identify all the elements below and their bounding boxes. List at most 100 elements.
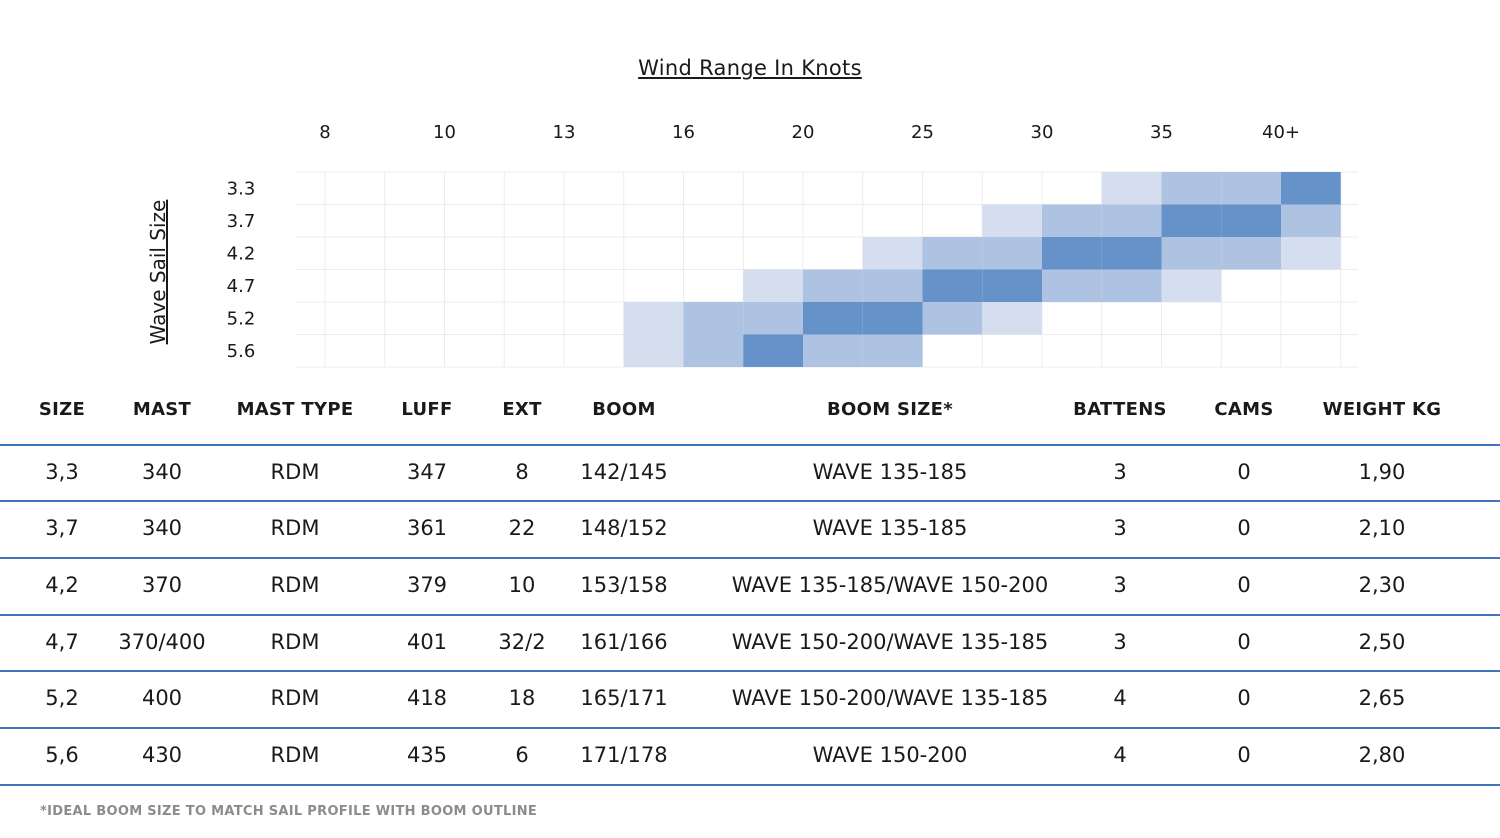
table-cell: 3 xyxy=(1113,630,1127,654)
x-tick-label: 25 xyxy=(911,122,934,143)
column-header: BOOM SIZE* xyxy=(827,399,953,420)
heatmap-cell-optimal xyxy=(982,269,1042,302)
column-header: BATTENS xyxy=(1073,399,1167,420)
column-header: SIZE xyxy=(38,399,86,420)
table-cell: 3 xyxy=(1113,516,1127,540)
table-cell: 4,7 xyxy=(45,630,79,654)
column-header: MAST xyxy=(132,399,192,420)
table-cell: 0 xyxy=(1237,630,1251,654)
table-cell: 2,50 xyxy=(1358,630,1406,654)
x-tick-label: 30 xyxy=(1031,122,1054,143)
table-cell: 435 xyxy=(406,743,448,767)
heatmap-cell-optimal xyxy=(803,302,863,335)
y-tick-label: 5.2 xyxy=(227,308,256,329)
table-cell: 4 xyxy=(1113,743,1127,767)
column-header: EXT xyxy=(502,399,542,420)
table-cell: 5,2 xyxy=(45,686,79,710)
x-tick-label: 13 xyxy=(553,122,576,143)
x-tick-label: 35 xyxy=(1150,122,1173,143)
heatmap-cell-optimal xyxy=(862,302,923,335)
heatmap-cell-low xyxy=(1101,172,1162,205)
table-cell: 4,2 xyxy=(45,573,79,597)
x-tick-label: 10 xyxy=(433,122,456,143)
column-header: LUFF xyxy=(401,399,453,420)
table-cell: 401 xyxy=(406,630,448,654)
table-cell: 340 xyxy=(141,460,183,484)
table-cell: 3 xyxy=(1113,460,1127,484)
x-tick-label: 8 xyxy=(319,122,330,143)
x-tick-label: 20 xyxy=(792,122,815,143)
heatmap-cell-medium xyxy=(1101,269,1162,302)
heatmap-cell-medium xyxy=(1221,172,1281,205)
heatmap-cell-optimal xyxy=(1042,237,1102,270)
table-row: 5,2 400 RDM 418 18 165/171 WAVE 150-200/WAVE 1… xyxy=(0,672,1500,727)
table-cell: 3 xyxy=(1113,573,1127,597)
column-header: CAMS xyxy=(1214,399,1274,420)
heatmap-cell-medium xyxy=(1281,204,1341,237)
heatmap-cell-optimal xyxy=(1101,237,1162,270)
heatmap-cell-low xyxy=(1281,237,1341,270)
table-cell: 0 xyxy=(1237,573,1251,597)
wind-range-heatmap: 8 10 13 16 20 25 30 35 40+ 3.3 3.7 4.2 4.7 5.2 5.6 xyxy=(227,122,1358,368)
table-cell: 142/145 xyxy=(580,460,668,484)
heatmap-cell-medium xyxy=(862,269,923,302)
heatmap-cell-low xyxy=(982,302,1042,335)
table-cell: WAVE 135-185/WAVE 150-200 xyxy=(731,573,1049,597)
y-tick-label: 3.3 xyxy=(227,178,256,199)
table-cell: RDM xyxy=(270,743,320,767)
table-cell: 340 xyxy=(141,516,183,540)
table-cell: WAVE 135-185 xyxy=(812,516,968,540)
table-row-divider xyxy=(0,444,1500,446)
table-row: 3,3 340 RDM 347 8 142/145 WAVE 135-185 3 0 1,90 xyxy=(0,446,1500,501)
table-cell: 8 xyxy=(515,460,529,484)
table-row: 5,6 430 RDM 435 6 171/178 WAVE 150-200 4 0 2,80 xyxy=(0,729,1500,784)
table-cell: 379 xyxy=(406,573,448,597)
table-cell: 370/400 xyxy=(118,630,206,654)
heatmap-cell-medium xyxy=(743,302,803,335)
table-cell: 0 xyxy=(1237,460,1251,484)
heatmap-cell-medium xyxy=(922,237,983,270)
heatmap-cell-optimal xyxy=(922,269,983,302)
table-row: 4,7 370/400 RDM 401 32/2 161/166 WAVE 150-200/… xyxy=(0,616,1500,671)
table-cell: 32/2 xyxy=(498,630,546,654)
heatmap-cell-medium xyxy=(1042,269,1102,302)
table-cell: 370 xyxy=(141,573,183,597)
table-cell: 347 xyxy=(406,460,448,484)
table-cell: 1,90 xyxy=(1358,460,1406,484)
table-cell: 400 xyxy=(141,686,183,710)
heatmap-cell-medium xyxy=(683,334,744,367)
table-cell: 5,6 xyxy=(45,743,79,767)
heatmap-cell-medium xyxy=(922,302,983,335)
table-cell: 2,30 xyxy=(1358,573,1406,597)
table-cell: RDM xyxy=(270,630,320,654)
column-header: WEIGHT KG xyxy=(1322,399,1442,420)
table-cell: 4 xyxy=(1113,686,1127,710)
table-row-divider xyxy=(0,670,1500,672)
table-cell: 0 xyxy=(1237,686,1251,710)
table-cell: 18 xyxy=(508,686,536,710)
heatmap-cell-medium xyxy=(982,237,1042,270)
table-row-divider xyxy=(0,614,1500,616)
table-cell: 153/158 xyxy=(580,573,668,597)
heatmap-cell-low xyxy=(982,204,1042,237)
table-row-divider xyxy=(0,784,1500,786)
table-cell: 10 xyxy=(508,573,536,597)
table-cell: RDM xyxy=(270,686,320,710)
table-cell: 148/152 xyxy=(580,516,668,540)
table-row-divider xyxy=(0,557,1500,559)
y-tick-label: 4.2 xyxy=(227,243,256,264)
table-cell: 2,65 xyxy=(1358,686,1406,710)
heatmap-cell-medium xyxy=(1221,237,1281,270)
table-row: 4,2 370 RDM 379 10 153/158 WAVE 135-185/WAVE 1… xyxy=(0,559,1500,614)
table-cell: RDM xyxy=(270,460,320,484)
heatmap-cell-medium xyxy=(803,269,863,302)
x-tick-label: 40+ xyxy=(1262,122,1300,143)
heatmap-cell-optimal xyxy=(1221,204,1281,237)
table-cell: 3,3 xyxy=(45,460,79,484)
table-cell: 361 xyxy=(406,516,448,540)
heatmap-cell-medium xyxy=(1101,204,1162,237)
table-row: 3,7 340 RDM 361 22 148/152 WAVE 135-185 3 0 2,10 xyxy=(0,502,1500,557)
x-tick-label: 16 xyxy=(672,122,695,143)
table-cell: WAVE 135-185 xyxy=(812,460,968,484)
heatmap-cell-low xyxy=(1161,269,1222,302)
